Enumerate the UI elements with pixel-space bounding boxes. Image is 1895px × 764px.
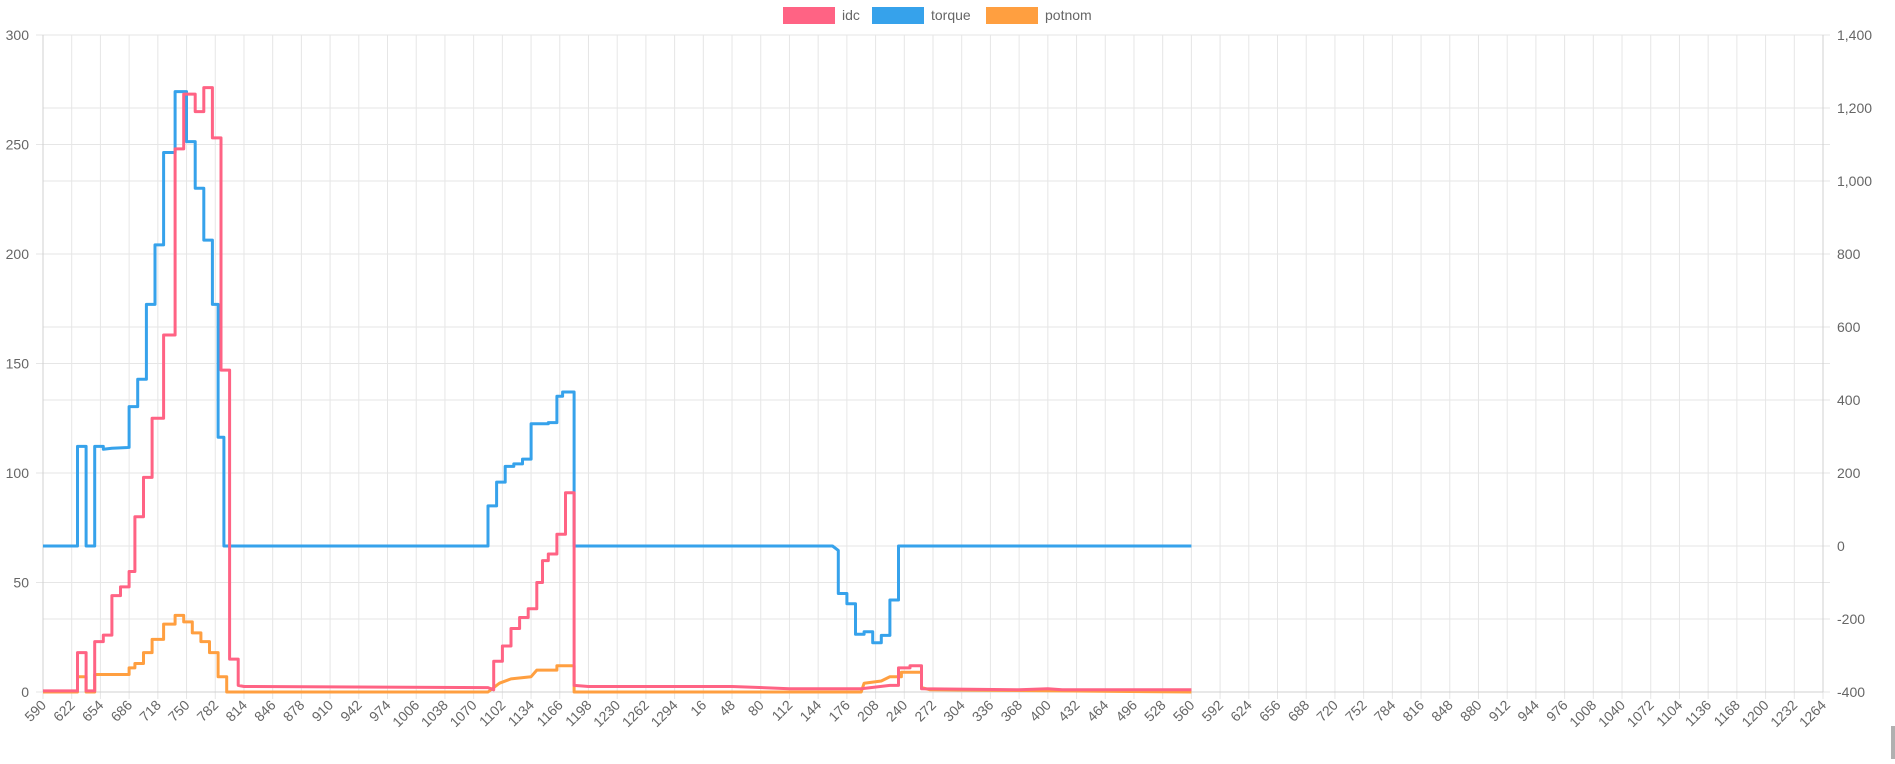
x-tick-label: 1168: [1710, 697, 1743, 730]
x-tick-label: 48: [716, 697, 738, 719]
x-tick-label: 368: [997, 697, 1025, 725]
y-right-tick-label: 200: [1837, 465, 1861, 481]
series-line-potnom: [43, 613, 1192, 694]
axes: 590 622 654 686 718 750 782 814 846 878 910 942 9741…: [6, 27, 1873, 730]
x-tick-label: 1136: [1682, 697, 1715, 730]
y-right-tick-label: 0: [1837, 538, 1845, 554]
x-tick-label: 1200: [1738, 697, 1771, 730]
x-tick-label: 16: [687, 697, 709, 719]
y-left-tick-label: 250: [6, 137, 30, 153]
x-tick-label: 622: [50, 697, 78, 725]
legend-swatch-potnom[interactable]: [986, 7, 1038, 24]
y-right-tick-label: 1,400: [1837, 27, 1872, 43]
y-left-tick-label: 300: [6, 27, 30, 43]
legend-label-idc[interactable]: idc: [842, 7, 860, 23]
x-tick-label: 880: [1457, 697, 1485, 725]
x-tick-label: 432: [1055, 697, 1083, 725]
page-scrollbar[interactable]: [1891, 726, 1895, 759]
x-tick-label: 686: [107, 697, 135, 725]
y-left-tick-label: 200: [6, 246, 30, 262]
x-tick-label: 1072: [1624, 697, 1657, 730]
x-tick-label: 1104: [1653, 697, 1686, 730]
x-tick-label: 688: [1285, 697, 1313, 725]
x-tick-label: 1262: [619, 697, 652, 730]
x-tick-label: 814: [222, 697, 250, 725]
x-tick-label: 496: [1112, 697, 1140, 725]
x-tick-label: 1264: [1796, 697, 1829, 730]
x-tick-label: 848: [1428, 697, 1456, 725]
x-tick-label: 624: [1227, 697, 1255, 725]
x-tick-label: 1294: [647, 697, 680, 730]
x-tick-label: 846: [251, 697, 279, 725]
x-tick-label: 1102: [476, 697, 509, 730]
y-right-tick-label: 800: [1837, 246, 1861, 262]
y-right-tick-label: 600: [1837, 319, 1861, 335]
y-right-tick-label: 400: [1837, 392, 1861, 408]
legend-label-torque[interactable]: torque: [931, 7, 971, 23]
x-tick-label: 1134: [505, 697, 538, 730]
x-tick-label: 1008: [1566, 697, 1599, 730]
x-tick-label: 816: [1399, 697, 1427, 725]
x-tick-label: 272: [911, 697, 939, 725]
x-tick-label: 560: [1170, 697, 1198, 725]
x-tick-label: 910: [308, 697, 336, 725]
y-left-tick-label: 50: [13, 575, 29, 591]
x-tick-label: 942: [337, 697, 365, 725]
y-left-tick-label: 0: [21, 684, 29, 700]
x-tick-label: 944: [1514, 697, 1542, 725]
legend[interactable]: idc torque potnom: [783, 7, 1092, 24]
y-right-tick-label: 1,200: [1837, 100, 1872, 116]
x-tick-label: 176: [825, 697, 853, 725]
x-tick-label: 654: [79, 697, 107, 725]
x-tick-label: 750: [165, 697, 193, 725]
x-tick-label: 144: [796, 697, 824, 725]
y-right-tick-label: -200: [1837, 611, 1865, 627]
series-line-idc: [43, 86, 1192, 693]
y-left-tick-label: 100: [6, 465, 30, 481]
x-tick-label: 784: [1371, 697, 1399, 725]
legend-swatch-torque[interactable]: [872, 7, 924, 24]
series-lines: [43, 86, 1192, 694]
x-tick-label: 782: [194, 697, 222, 725]
y-left-tick-label: 150: [6, 356, 30, 372]
x-tick-label: 1232: [1767, 697, 1800, 730]
x-tick-label: 1038: [418, 697, 451, 730]
x-tick-label: 718: [136, 697, 164, 725]
x-tick-label: 878: [280, 697, 308, 725]
legend-label-potnom[interactable]: potnom: [1045, 7, 1092, 23]
x-tick-label: 304: [940, 697, 968, 725]
x-tick-label: 752: [1342, 697, 1370, 725]
x-tick-label: 464: [1084, 697, 1112, 725]
x-tick-label: 1198: [562, 697, 595, 730]
series-line-torque: [43, 90, 1192, 645]
x-tick-label: 80: [745, 697, 767, 719]
x-tick-label: 528: [1141, 697, 1169, 725]
x-tick-label: 912: [1485, 697, 1513, 725]
x-tick-label: 592: [1198, 697, 1226, 725]
x-tick-label: 240: [883, 697, 911, 725]
x-tick-label: 1230: [590, 697, 623, 730]
x-tick-label: 1070: [446, 697, 479, 730]
x-tick-label: 208: [854, 697, 882, 725]
y-right-tick-label: -400: [1837, 684, 1865, 700]
y-right-tick-label: 1,000: [1837, 173, 1872, 189]
x-tick-label: 590: [21, 697, 49, 725]
legend-swatch-idc[interactable]: [783, 7, 835, 24]
x-tick-label: 1040: [1595, 697, 1628, 730]
x-tick-label: 112: [768, 697, 795, 724]
x-tick-label: 336: [969, 697, 997, 725]
x-tick-label: 1166: [533, 697, 566, 730]
x-tick-label: 720: [1313, 697, 1341, 725]
x-tick-label: 400: [1026, 697, 1054, 725]
x-tick-label: 656: [1256, 697, 1284, 725]
gridlines: [36, 34, 1830, 699]
x-tick-label: 1006: [389, 697, 422, 730]
